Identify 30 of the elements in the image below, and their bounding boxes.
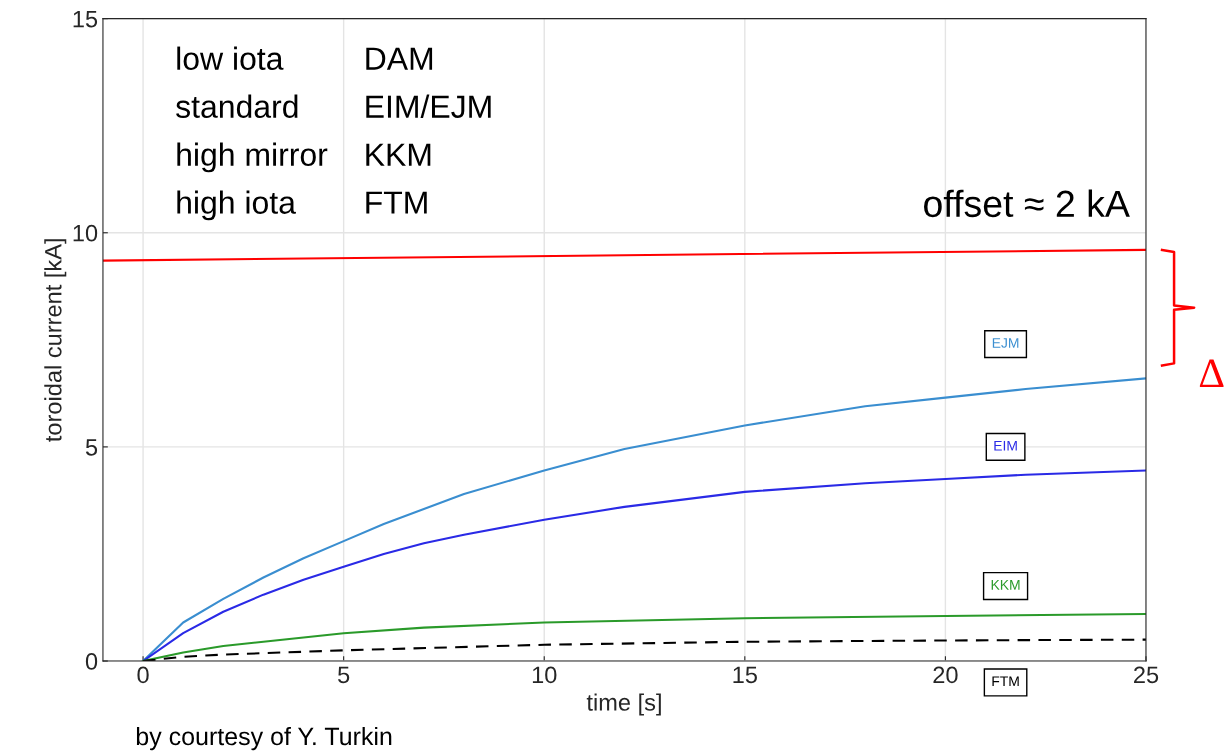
annotation: DAM [366, 47, 433, 70]
x-tick-label: 25 [1134, 666, 1159, 684]
annotation: standard [176, 94, 298, 118]
y-tick-label: 10 [73, 224, 98, 242]
annotation: FTM [366, 191, 427, 214]
x-tick-label: 20 [933, 666, 958, 684]
y-tick-label: 5 [85, 439, 98, 456]
text: EJM [992, 338, 1019, 348]
line-series [142, 377, 1146, 662]
annotation: offset ≈ 2 kA [924, 189, 1130, 218]
line-series [142, 469, 1146, 662]
text: by courtesy of Y. Turkin [136, 726, 392, 751]
x-tick-label: 15 [733, 666, 757, 684]
x-tick-label: 10 [532, 666, 557, 684]
text: FTM [992, 676, 1019, 687]
series-label: EIM [994, 440, 1017, 451]
y-tick-label: 15 [73, 10, 98, 28]
annotation: KKM [366, 143, 431, 166]
annotation: high iota [177, 190, 296, 221]
y-axis-title: toroidal current [kA] [44, 239, 67, 442]
annotation: EIM/EJM [366, 94, 491, 118]
text: Δ [1199, 359, 1224, 388]
series-label: KKM [991, 580, 1020, 590]
y-tick-label: 0 [85, 653, 98, 670]
x-axis-title: time [s] [586, 693, 661, 716]
annotation: high mirror [177, 142, 328, 173]
x-tick-label: 5 [338, 666, 350, 684]
line-series [142, 612, 1146, 662]
annotation: low iota [177, 46, 284, 71]
x-tick-label: 0 [137, 666, 149, 684]
